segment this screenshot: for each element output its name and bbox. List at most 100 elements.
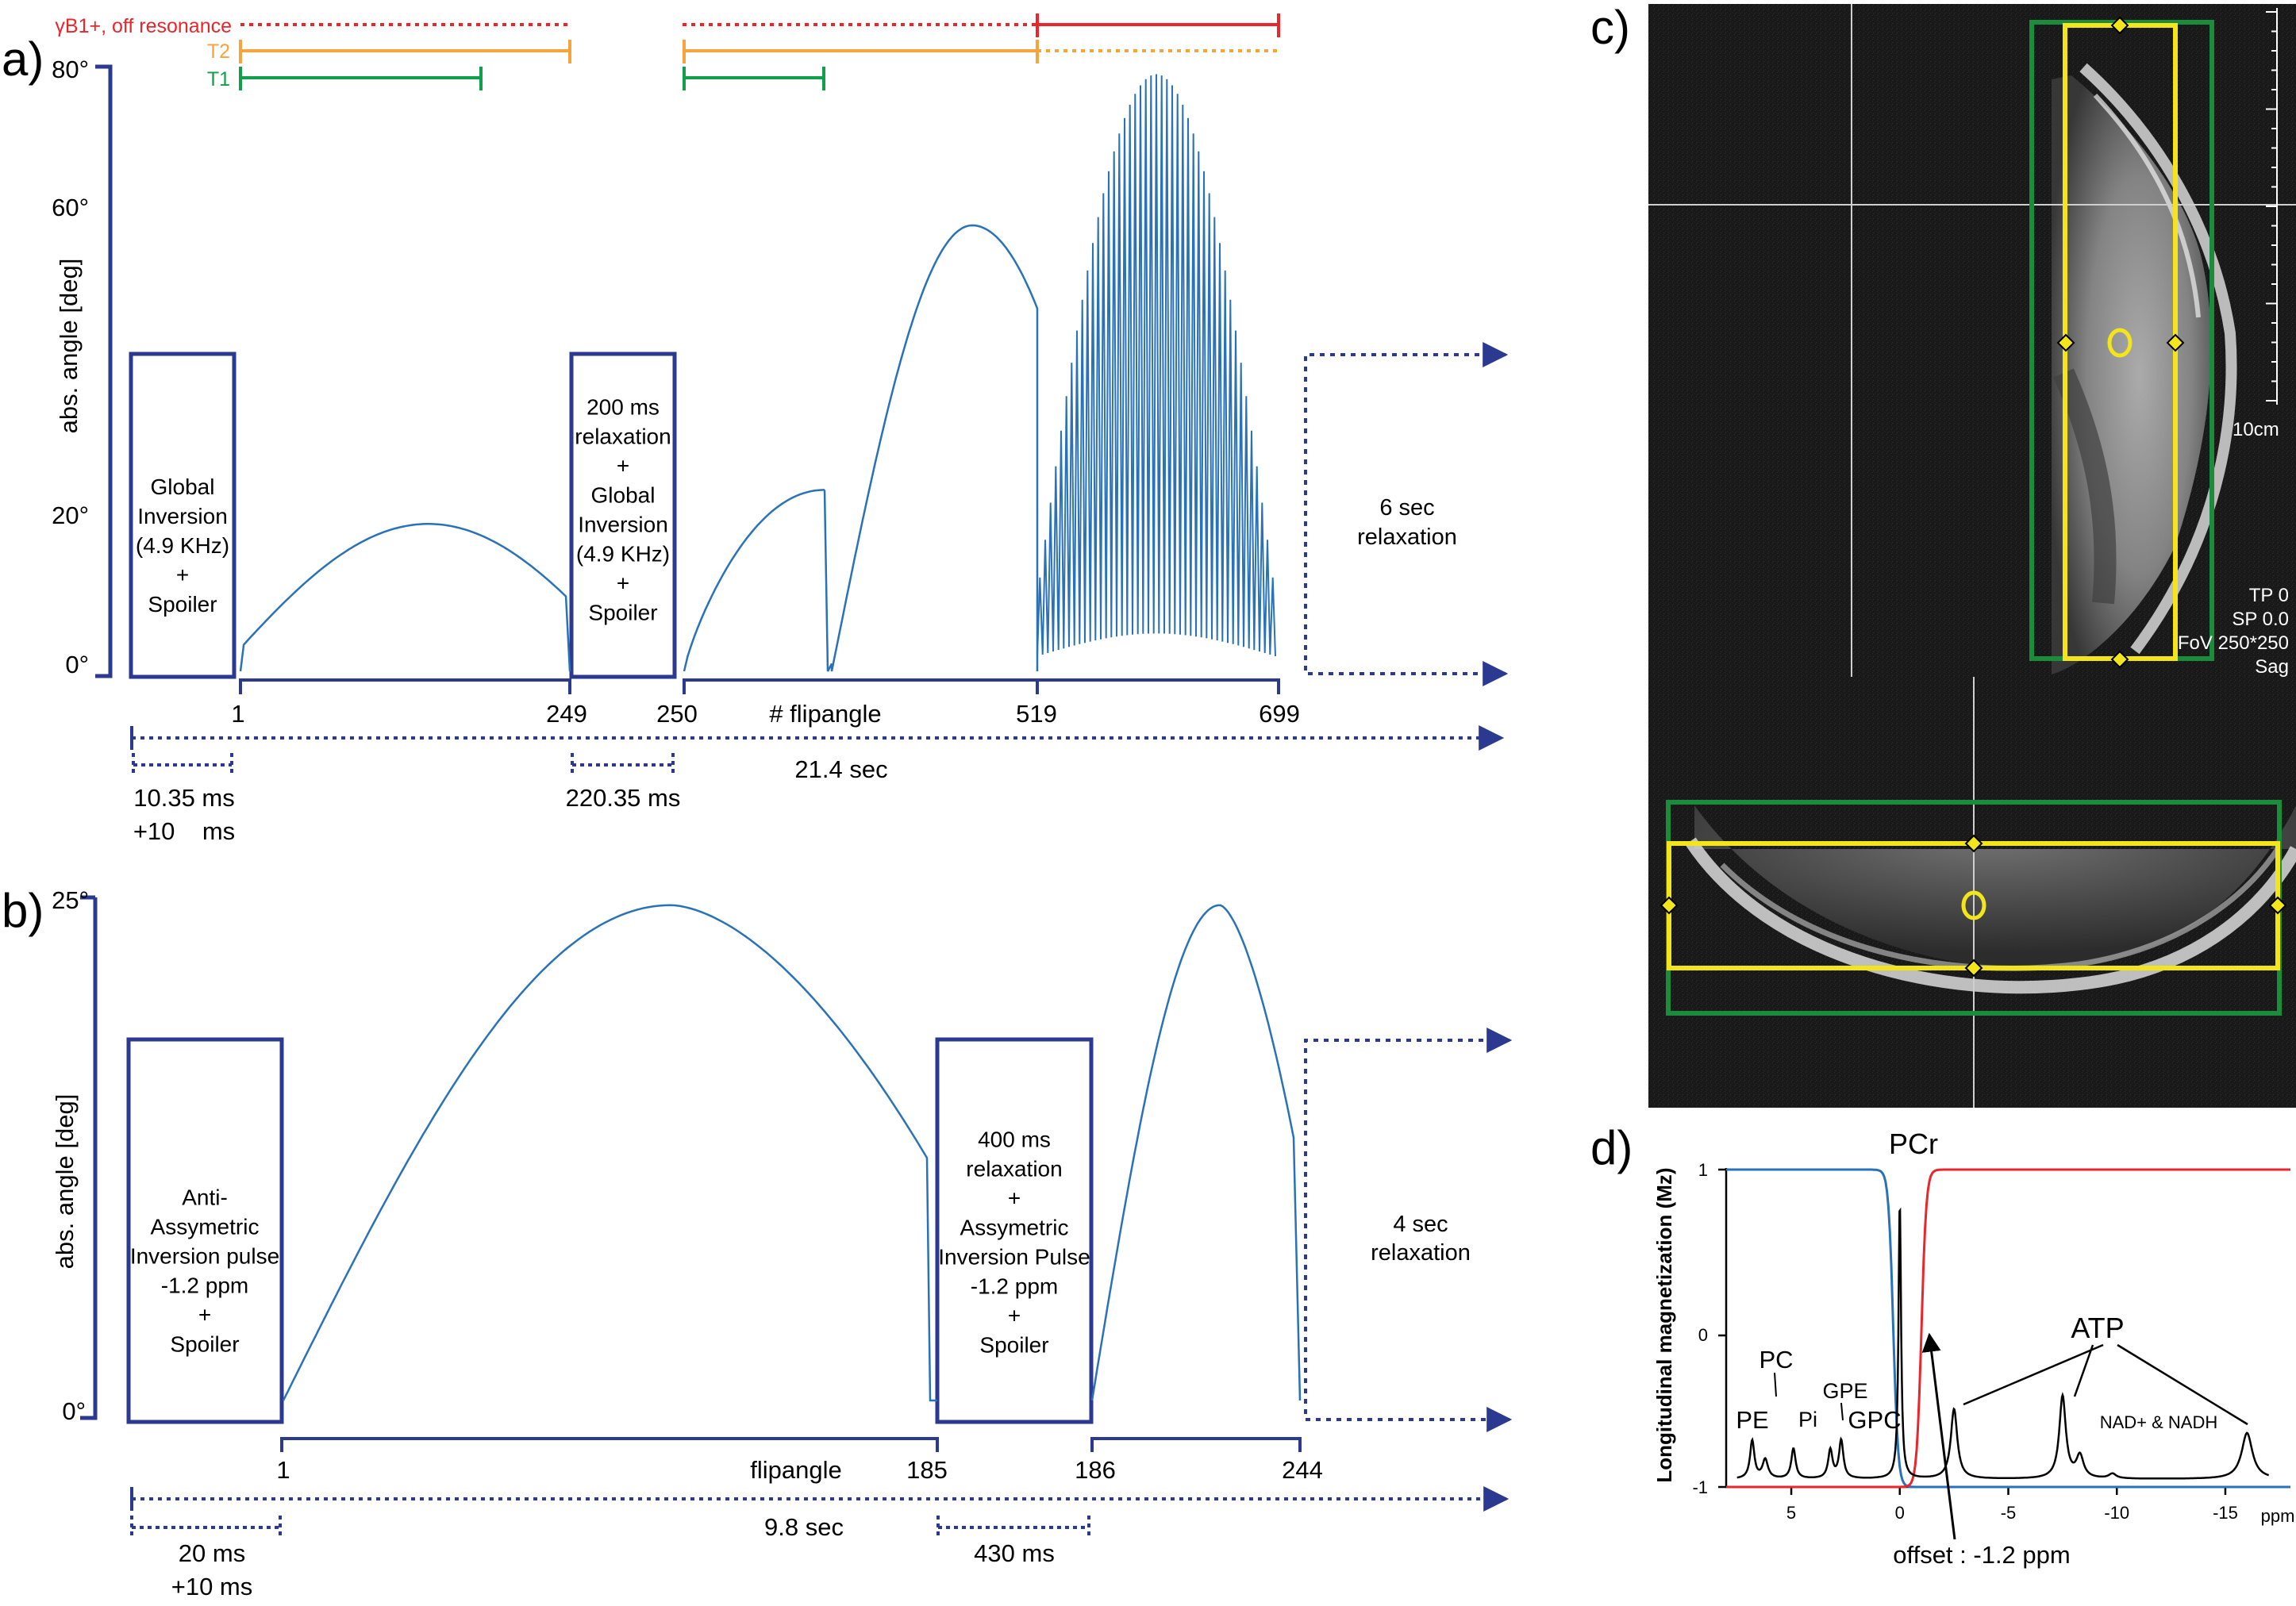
a-pulse-250: 250: [656, 700, 698, 728]
a-pulse-1: 1: [231, 700, 244, 728]
d-xtick-label: -15: [2213, 1503, 2238, 1523]
sag-scale-ruler: [2266, 8, 2278, 405]
d-ytick-label-0: 0: [1698, 1325, 1708, 1345]
sag-skin: [2079, 63, 2237, 655]
a-bracket-250-699: [683, 678, 1280, 694]
a-ylabel: abs. angle [deg]: [55, 259, 83, 434]
b-box1-text: Anti- Assymetric Inversion pulse -1.2 ppm + S…: [130, 1185, 279, 1357]
box-line: Inversion Pulse: [938, 1245, 1090, 1270]
mri-sagittal-image: 10cm TP 0 SP 0.0 FoV 250*250 Sag: [1648, 4, 2296, 678]
a-box2-text: 200 ms relaxation + Global Inversion (4.9 KHz…: [575, 395, 671, 625]
a-pulse-519: 519: [1016, 700, 1057, 728]
d-label-pcr: PCr: [1889, 1128, 1938, 1160]
d-plot: [1726, 1168, 2290, 1489]
panel-a: γB1+, off resonance T2 T1 80° 60° 20° 0°…: [52, 13, 1509, 845]
b-curve-186-244: [1090, 904, 1302, 1401]
legend-b1-label: γB1+, off resonance: [55, 15, 232, 37]
a-box-relax-inversion: [569, 352, 677, 679]
a-ytick-60: 60°: [52, 194, 89, 221]
sag-overlay-3: FoV 250*250: [2178, 632, 2289, 654]
box-line: Spoiler: [979, 1333, 1048, 1358]
d-xunit: ppm: [2261, 1506, 2295, 1526]
b-curves: [282, 904, 1302, 1402]
a-ytick-0: 0°: [65, 651, 89, 678]
box-line: Global: [151, 474, 215, 499]
sag-handle-left[interactable]: [2056, 333, 2075, 352]
b-pulse-1: 1: [276, 1456, 290, 1484]
ax-skin: [1685, 837, 2296, 994]
a-relax-bracket: [1304, 353, 1500, 675]
sag-roi-center: [2107, 328, 2133, 358]
d-atp-pointer-lines: [1963, 1343, 2248, 1426]
b-curve-1-185: [282, 904, 937, 1402]
a-curves: [239, 74, 1276, 672]
a-timing-second: [571, 753, 675, 777]
sag-overlay-2: SP 0.0: [2232, 609, 2289, 630]
sag-tissue: [2052, 75, 2211, 674]
panel-label-a: a): [2, 33, 44, 86]
a-box1-text: Global Inversion (4.9 KHz) + Spoiler: [136, 474, 229, 617]
ax-roi-center: [1961, 890, 1986, 920]
box-line: relaxation: [575, 425, 671, 449]
a-box-global-inversion: [129, 352, 237, 679]
a-pulse-249: 249: [546, 700, 587, 728]
d-xtick-label: -10: [2104, 1503, 2129, 1523]
box-line: 200 ms: [586, 395, 660, 420]
a-timing-total-label: 21.4 sec: [794, 755, 887, 783]
d-offset-arrow: [1921, 1332, 1956, 1540]
b-pulse-244: 244: [1282, 1456, 1323, 1484]
a-bracket-1-249: [239, 678, 571, 694]
b-relax-label-2: relaxation: [1371, 1240, 1471, 1266]
d-label-offset: offset : -1.2 ppm: [1893, 1541, 2070, 1569]
box-line: +: [1008, 1186, 1021, 1211]
b-ytick-0: 0°: [62, 1397, 86, 1425]
a-curve-alternating: [1036, 74, 1276, 657]
d-xtick-label: -5: [2001, 1503, 2017, 1523]
sag-handle-right[interactable]: [2166, 333, 2185, 352]
d-axes: [1725, 1168, 2290, 1489]
box-line: (4.9 KHz): [136, 533, 229, 558]
panel-d: 1 0 -1 Longitudinal magnetization (Mz) 5…: [1652, 1128, 2294, 1569]
box-line: +: [198, 1303, 211, 1327]
b-relax-label-1: 4 sec: [1393, 1212, 1448, 1237]
ax-handle-right[interactable]: [2268, 896, 2287, 915]
ax-handle-bottom[interactable]: [1964, 959, 1983, 978]
ax-roi-handles[interactable]: [1660, 834, 2287, 978]
ax-handle-left[interactable]: [1660, 896, 1679, 915]
d-mz-red: [1726, 1168, 2290, 1489]
d-label-nad: NAD+ & NADH: [2100, 1412, 2218, 1432]
d-label-pc: PC: [1759, 1346, 1793, 1374]
b-timing-first: [130, 1516, 282, 1539]
ax-handle-top[interactable]: [1964, 834, 1983, 853]
sag-scale-label: 10cm: [2233, 419, 2279, 440]
box-line: (4.9 KHz): [576, 542, 670, 567]
a-timing-first-a: 10.35 ms: [133, 784, 235, 812]
b-bracket-1-185: [280, 1437, 939, 1452]
d-mz-blue: [1726, 1168, 2290, 1489]
sag-handle-bottom[interactable]: [2110, 650, 2129, 669]
d-label-pe: PE: [1736, 1406, 1768, 1434]
sag-overlay-4: Sag: [2255, 656, 2289, 678]
box-line: Inversion: [578, 513, 668, 537]
a-timing-first-b: +10 ms: [133, 817, 235, 845]
box-line: -1.2 ppm: [971, 1274, 1059, 1299]
sag-roi-handles[interactable]: [2056, 16, 2185, 669]
box-line: +: [617, 571, 629, 596]
b-timing-first-b: +10 ms: [171, 1573, 253, 1600]
legend-t2-label: T2: [207, 40, 230, 63]
panel-c: 10cm TP 0 SP 0.0 FoV 250*250 Sag: [1648, 4, 2296, 1108]
sag-skin-inner: [2093, 93, 2201, 318]
d-ylabel: Longitudinal magnetization (Mz): [1652, 1167, 1676, 1482]
b-pulse-186: 186: [1075, 1456, 1116, 1484]
box-line: Spoiler: [588, 601, 657, 625]
box-line: 400 ms: [978, 1128, 1051, 1152]
a-relax-label-2: relaxation: [1357, 524, 1457, 550]
b-box2-text: 400 ms relaxation + Assymetric Inversion Pul…: [938, 1128, 1090, 1358]
b-ytick-25: 25°: [52, 886, 89, 914]
box-line: +: [617, 454, 629, 478]
a-curve-ramp: [683, 489, 825, 672]
b-timing-second-label: 430 ms: [974, 1539, 1055, 1567]
sag-handle-top[interactable]: [2110, 16, 2129, 35]
d-ytick-label-1: 1: [1698, 1160, 1708, 1180]
